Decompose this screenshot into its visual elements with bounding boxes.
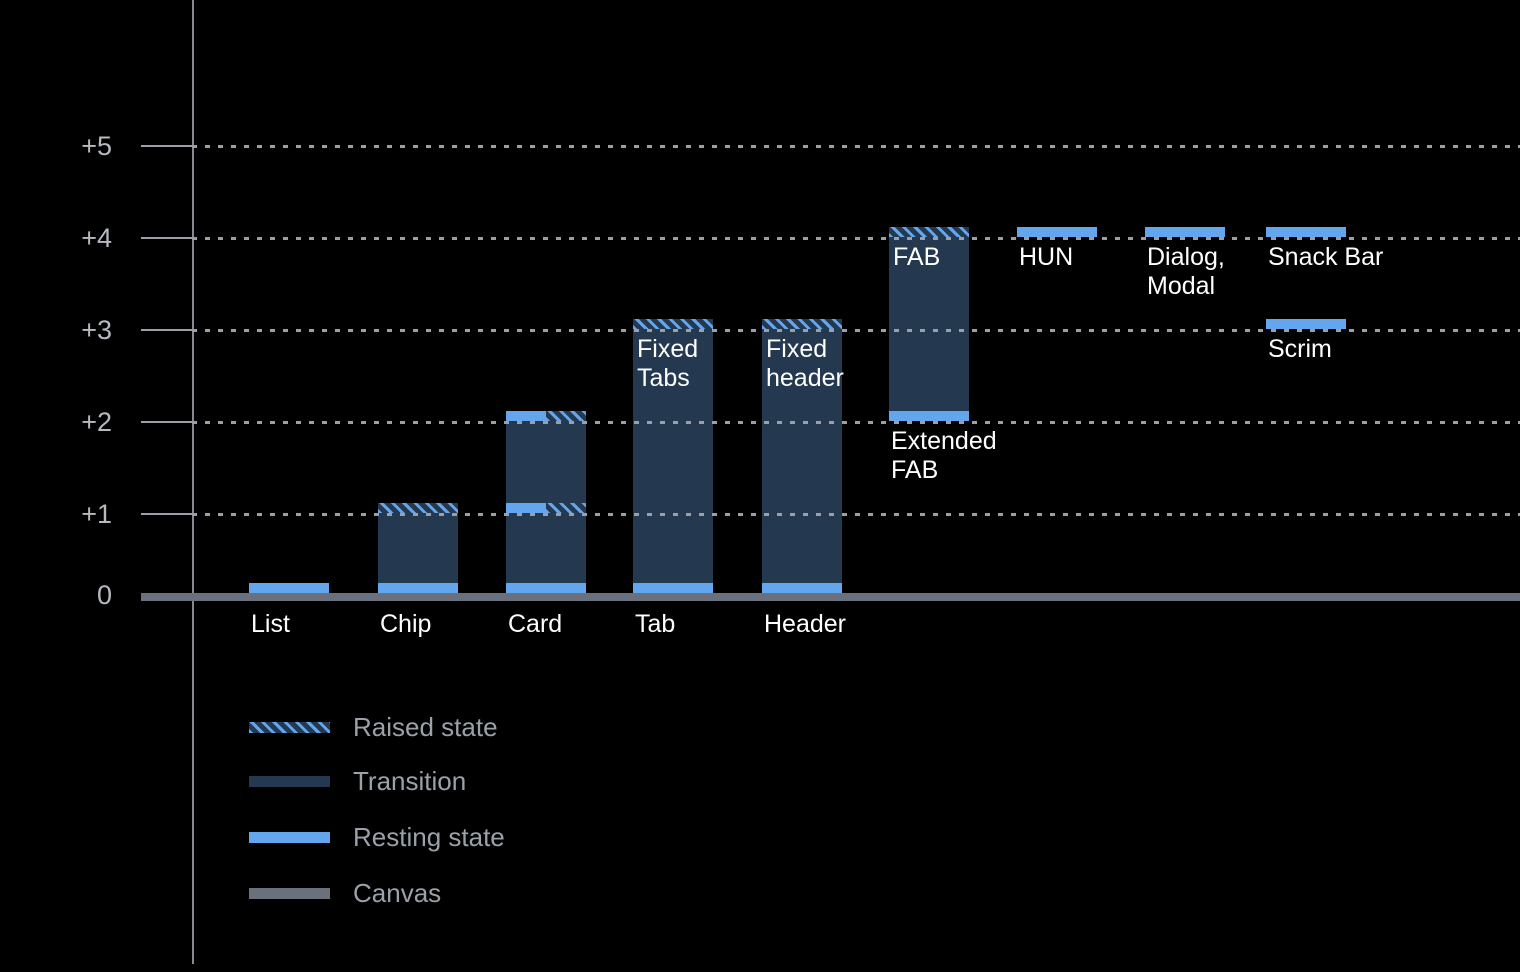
legend-swatch-resting-icon: [249, 832, 330, 843]
resting-band-card: [506, 411, 547, 421]
bar-body-header: [762, 329, 842, 593]
legend-label-transition: Transition: [353, 766, 467, 796]
bar-label-dialog-modal: Dialog, Modal: [1147, 243, 1225, 300]
y-tick-label: 0: [96, 580, 112, 610]
inner-bar-label-fab: FAB: [893, 243, 941, 271]
axis-label-header: Header: [764, 610, 846, 638]
legend-label-raised: Raised state: [353, 712, 498, 742]
resting-band-dialog-modal: [1145, 227, 1225, 237]
raised-band-fab: [889, 227, 969, 237]
legend-swatch-transition-icon: [249, 776, 330, 787]
bar-body-chip: [378, 513, 458, 593]
raised-band-header: [762, 319, 842, 329]
resting-band-snackbar-scrim: [1266, 227, 1346, 237]
resting-band-hun: [1017, 227, 1097, 237]
tick-mark: [141, 513, 194, 515]
axis-label-chip: Chip: [380, 610, 432, 638]
bar-label-snackbar-scrim: Scrim: [1268, 335, 1332, 363]
axis-label-card: Card: [508, 610, 563, 638]
resting-band-snackbar-scrim: [1266, 319, 1346, 329]
bar-body-tab: [633, 329, 713, 593]
legend-label-canvas: Canvas: [353, 878, 442, 908]
raised-band-chip: [378, 503, 458, 513]
axis-label-tab: Tab: [635, 610, 676, 638]
tick-mark: [141, 145, 194, 147]
resting-band-chip: [378, 583, 458, 593]
resting-band-card: [506, 583, 586, 593]
tick-mark: [141, 329, 194, 331]
raised-band-card: [546, 411, 586, 421]
gridline: [192, 145, 1520, 148]
tick-mark: [141, 237, 194, 239]
gridline: [192, 329, 1520, 332]
bar-label-hun: HUN: [1019, 243, 1074, 271]
resting-band-fab: [889, 411, 969, 421]
inner-bar-label-tab: Fixed Tabs: [637, 335, 699, 392]
y-axis-line: [192, 0, 194, 964]
resting-band-header: [762, 583, 842, 593]
inner-bar-label-header: Fixed header: [766, 335, 844, 392]
bar-label-snackbar-scrim: Snack Bar: [1268, 243, 1384, 271]
resting-band-tab: [633, 583, 713, 593]
gridline: [192, 513, 1520, 516]
legend-swatch-canvas-icon: [249, 888, 330, 899]
bar-label-fab: Extended FAB: [891, 427, 997, 484]
raised-band-tab: [633, 319, 713, 329]
gridline: [192, 421, 1520, 424]
canvas-line: [141, 593, 1520, 601]
tick-mark: [141, 421, 194, 423]
resting-band-list: [249, 583, 329, 593]
y-tick-label: +2: [81, 407, 112, 437]
raised-band-card: [546, 503, 586, 513]
y-tick-label: +5: [81, 131, 112, 161]
resting-band-card: [506, 503, 547, 513]
y-tick-label: +3: [81, 315, 112, 345]
legend-label-resting: Resting state: [353, 822, 505, 852]
legend-swatch-raised-icon: [249, 722, 330, 733]
y-tick-label: +4: [81, 223, 112, 253]
gridline: [192, 237, 1520, 240]
y-tick-label: +1: [81, 499, 112, 529]
axis-label-list: List: [251, 610, 290, 638]
